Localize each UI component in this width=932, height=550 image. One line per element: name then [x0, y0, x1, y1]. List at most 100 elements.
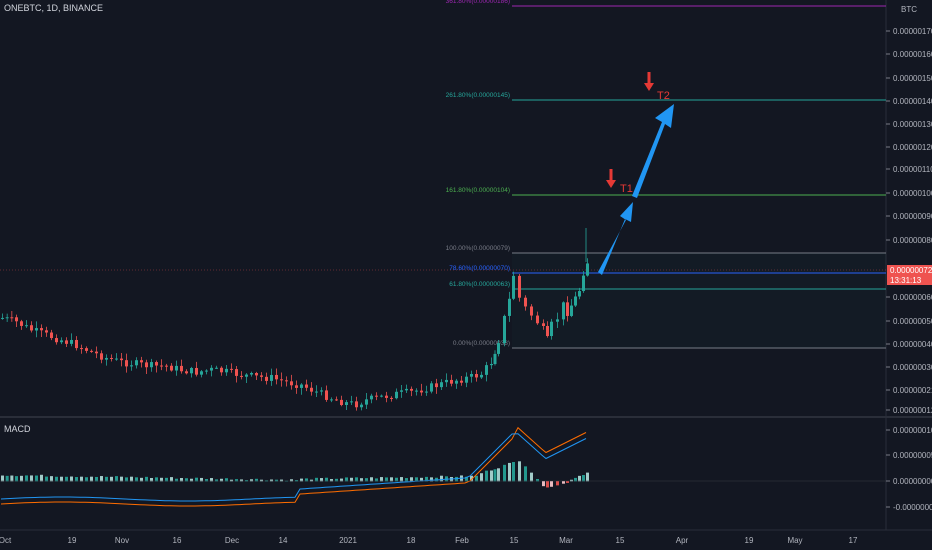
candle-body	[512, 275, 515, 299]
candle-body	[25, 325, 28, 327]
candle-body	[140, 360, 143, 363]
macd-histogram-bar	[165, 477, 168, 482]
candle-body	[582, 275, 585, 292]
macd-histogram-bar	[115, 476, 118, 482]
time-tick-label: 19	[68, 536, 77, 545]
candle-body	[430, 383, 433, 392]
macd-histogram-bar	[360, 478, 363, 482]
macd-histogram-bar	[574, 477, 577, 482]
price-tick-label: 0.00000030	[893, 363, 932, 372]
candle-body	[415, 390, 418, 392]
chart-title: ONEBTC, 1D, BINANCE	[4, 3, 104, 13]
macd-histogram-bar	[508, 462, 511, 482]
macd-tick-label: -0.00000005	[893, 503, 932, 512]
candle-body	[265, 376, 268, 381]
candle-body	[370, 395, 373, 400]
macd-histogram-bar	[20, 475, 23, 482]
time-tick-label: Feb	[455, 536, 469, 545]
candle-body	[75, 339, 78, 349]
candle-body	[240, 375, 243, 377]
candle-body	[574, 296, 577, 306]
macd-histogram-bar	[225, 478, 228, 482]
price-tick-label: 0.00000160	[893, 50, 932, 59]
macd-histogram-bar	[175, 478, 178, 482]
macd-histogram-bar	[330, 479, 333, 482]
candle-body	[295, 385, 298, 388]
candle-body	[380, 395, 383, 397]
macd-histogram-bar	[562, 481, 565, 484]
target-marker-t1-shaft	[609, 169, 613, 181]
candle-body	[550, 321, 553, 337]
macd-histogram-bar	[410, 477, 413, 482]
time-tick-label: 15	[510, 536, 519, 545]
macd-histogram-bar	[497, 468, 500, 482]
candle-body	[275, 374, 278, 380]
candle-body	[15, 317, 18, 322]
macd-histogram-bar	[310, 479, 313, 482]
macd-histogram-bar	[5, 475, 9, 482]
candle-body	[475, 373, 478, 378]
candle-body	[45, 330, 48, 333]
macd-histogram-bar	[160, 477, 163, 482]
macd-histogram-bar	[380, 477, 383, 482]
macd-histogram-bar	[280, 479, 283, 482]
candle-body	[325, 390, 328, 400]
candle-body	[405, 388, 408, 391]
macd-histogram-bar	[335, 478, 338, 482]
macd-histogram-bar	[485, 470, 488, 482]
price-tick-label: 0.00000050	[893, 317, 932, 326]
candle-body	[90, 350, 93, 352]
candle-body	[315, 391, 318, 393]
candle-body	[65, 340, 68, 344]
macd-histogram-bar	[420, 477, 423, 482]
macd-histogram-bar	[55, 476, 58, 482]
macd-histogram-bar	[400, 477, 403, 482]
macd-histogram-bar	[475, 475, 478, 482]
macd-histogram-bar	[390, 477, 393, 482]
candle-body	[355, 401, 358, 408]
candle-body	[95, 351, 98, 354]
price-tick-label: 0.00000120	[893, 143, 932, 152]
macd-histogram-bar	[35, 475, 38, 482]
macd-histogram-bar	[70, 476, 73, 482]
candle-body	[556, 319, 559, 322]
fib-level-label: 78.60%(0.00000070)	[449, 265, 510, 272]
candle-body	[170, 365, 173, 371]
candle-body	[115, 358, 118, 360]
candle-body	[245, 374, 248, 377]
macd-histogram-bar	[570, 479, 573, 482]
candle-body	[225, 368, 228, 373]
candle-body	[470, 373, 473, 377]
candle-body	[542, 323, 545, 327]
target-label-t2: T2	[657, 90, 670, 102]
currency-label: BTC	[901, 5, 917, 14]
price-tick-label: 0.00000170	[893, 27, 932, 36]
candle-body	[562, 302, 565, 320]
macd-histogram-bar	[270, 479, 273, 482]
macd-histogram-bar	[45, 476, 48, 482]
time-tick-label: Oct	[0, 536, 12, 545]
candle-body	[320, 390, 323, 392]
macd-histogram-bar	[375, 478, 378, 482]
macd-histogram-bar	[135, 477, 138, 482]
candle-body	[375, 395, 378, 397]
macd-histogram-bar	[586, 472, 589, 482]
candle-body	[185, 371, 188, 374]
candle-body	[175, 365, 178, 371]
macd-histogram-bar	[125, 477, 128, 482]
candle-body	[285, 380, 288, 382]
candle-body	[20, 321, 23, 326]
macd-histogram-bar	[215, 479, 218, 482]
arrow-t2	[632, 104, 674, 198]
macd-histogram-bar	[85, 477, 88, 482]
candle-body	[150, 362, 153, 368]
candle-body	[497, 343, 500, 354]
macd-histogram-bar	[145, 476, 148, 482]
candle-body	[230, 368, 233, 370]
macd-histogram-bar	[480, 473, 483, 482]
macd-histogram-bar	[430, 477, 433, 482]
candle-body	[503, 315, 506, 344]
price-tick-label: 0.00000021	[893, 386, 932, 395]
candle-body	[50, 332, 53, 339]
